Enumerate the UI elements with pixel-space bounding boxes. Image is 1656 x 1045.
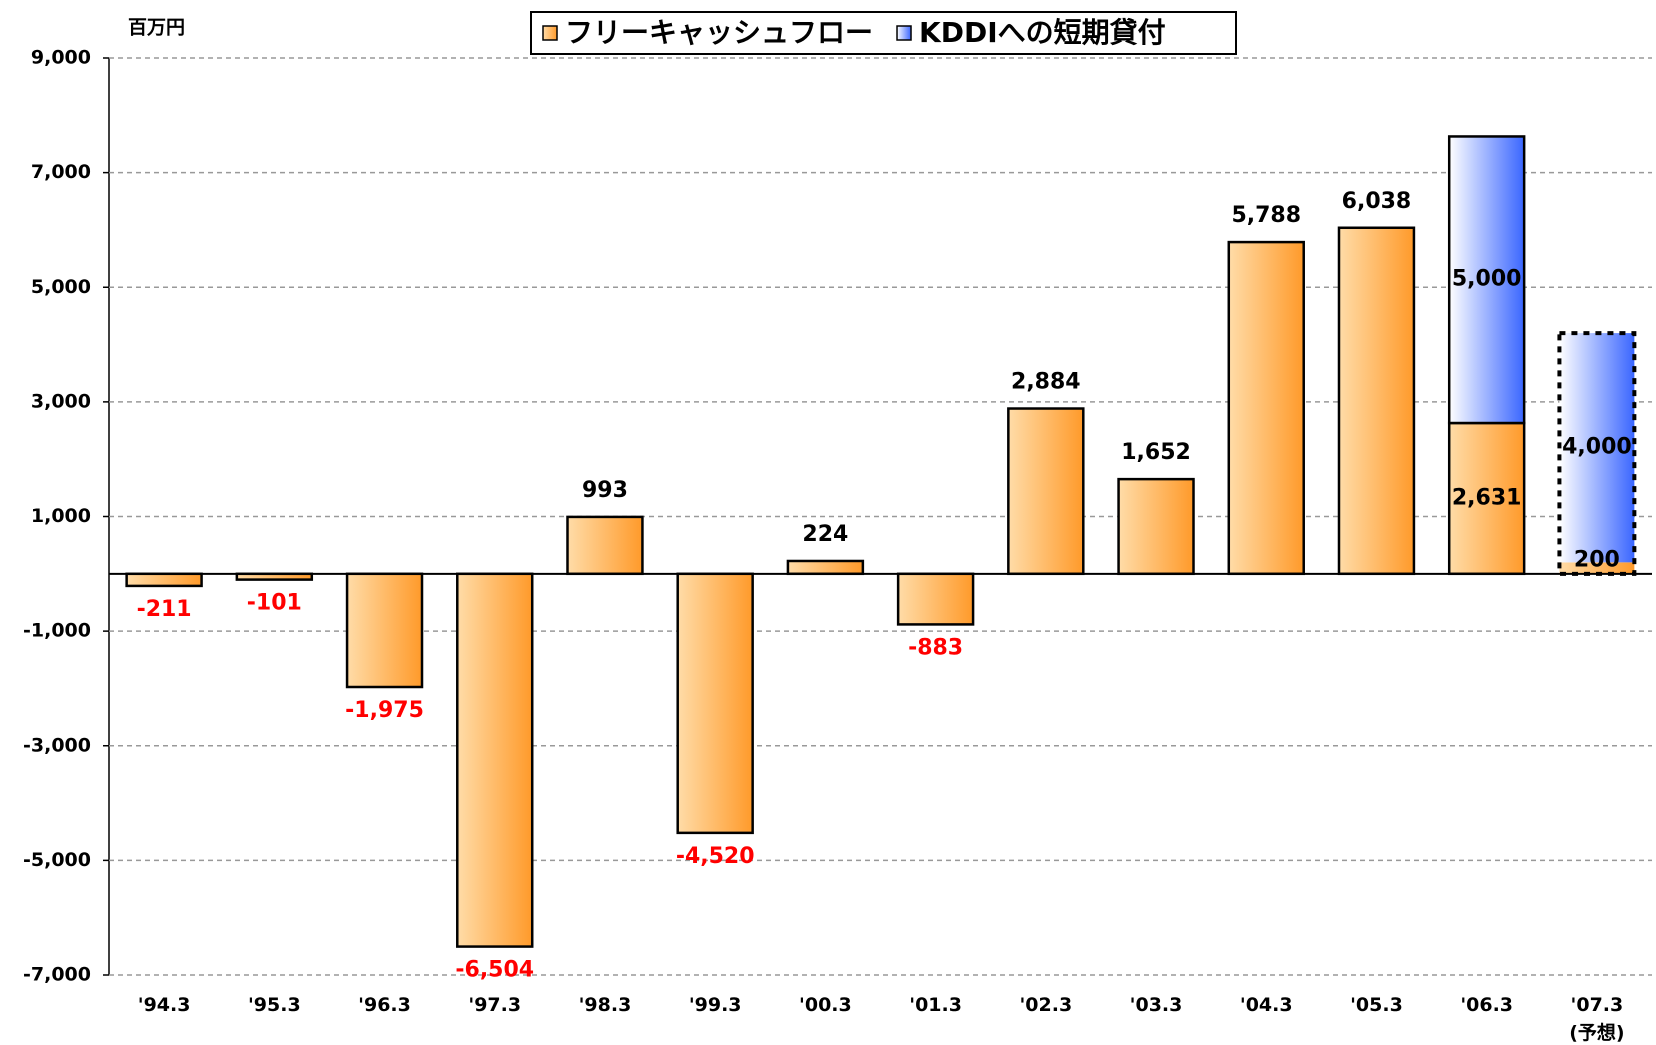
x-tick-line: '00.3: [799, 994, 852, 1016]
x-tick-line: '94.3: [138, 994, 191, 1016]
value-label: -4,520: [676, 844, 755, 869]
x-tick-line: '04.3: [1240, 994, 1293, 1016]
bar: [125, 572, 203, 588]
bar: [676, 572, 754, 835]
bar: [1117, 477, 1195, 576]
x-tick-label: '99.3: [689, 994, 742, 1016]
value-label: 6,038: [1342, 189, 1412, 214]
bar: [1447, 421, 1526, 576]
bar: [1559, 562, 1635, 574]
y-tick-label: 5,000: [31, 276, 91, 298]
x-tick-label: '01.3: [909, 994, 962, 1016]
x-tick-line: '97.3: [468, 994, 521, 1016]
legend-box: [530, 11, 1237, 55]
value-label: -101: [247, 591, 302, 616]
bar: [456, 572, 534, 948]
bar: [896, 572, 975, 626]
x-tick-line: '03.3: [1130, 994, 1183, 1016]
y-tick-label: 3,000: [31, 390, 91, 412]
value-label: -1,975: [345, 698, 424, 723]
y-tick-label: -1,000: [23, 620, 91, 642]
value-label: -6,504: [455, 958, 534, 983]
bar: [1007, 407, 1085, 576]
y-tick-label: -3,000: [23, 734, 91, 756]
bar: [566, 515, 644, 576]
x-tick-label: '02.3: [1019, 994, 1072, 1016]
legend-swatch: [896, 25, 912, 41]
x-tick-line: '96.3: [358, 994, 411, 1016]
x-tick-label: '07.3 (予想): [1569, 994, 1624, 1044]
value-label: 5,788: [1231, 203, 1301, 228]
value-label: 993: [582, 478, 628, 503]
x-tick-line: '05.3: [1350, 994, 1403, 1016]
value-label: 2,631: [1452, 485, 1522, 510]
value-label: 2,884: [1011, 370, 1081, 395]
value-label: -211: [137, 597, 192, 622]
x-tick-line: '02.3: [1019, 994, 1072, 1016]
x-tick-line: (予想): [1569, 1021, 1624, 1044]
unit-label: 百万円: [128, 17, 185, 39]
legend-label: フリーキャッシュフロー: [565, 16, 873, 49]
x-tick-label: '97.3: [468, 994, 521, 1016]
x-tick-label: '94.3: [138, 994, 191, 1016]
bar: [786, 559, 865, 576]
y-tick-label: 1,000: [31, 505, 91, 527]
value-label: 5,000: [1452, 267, 1522, 292]
y-tick-label: -5,000: [23, 849, 91, 871]
value-label: 1,652: [1121, 440, 1191, 465]
x-tick-label: '06.3: [1460, 994, 1513, 1016]
x-tick-line: '07.3: [1571, 994, 1624, 1016]
value-label: 200: [1574, 547, 1620, 572]
bar: [345, 572, 424, 689]
y-tick-label: 7,000: [31, 161, 91, 183]
x-tick-line: '06.3: [1460, 994, 1513, 1016]
x-tick-label: '00.3: [799, 994, 852, 1016]
bar: [1447, 135, 1526, 425]
bar: [1337, 226, 1416, 576]
value-label: -883: [908, 635, 963, 660]
x-tick-line: '99.3: [689, 994, 742, 1016]
value-label: 224: [802, 522, 848, 547]
x-tick-label: '04.3: [1240, 994, 1293, 1016]
x-tick-label: '96.3: [358, 994, 411, 1016]
x-tick-line: '01.3: [909, 994, 962, 1016]
legend-label: KDDIへの短期貸付: [919, 16, 1166, 49]
legend-swatch: [542, 25, 558, 41]
value-label: 4,000: [1562, 435, 1632, 460]
bar: [1559, 333, 1635, 563]
x-tick-label: '03.3: [1130, 994, 1183, 1016]
x-tick-label: '05.3: [1350, 994, 1403, 1016]
bar: [1227, 240, 1305, 576]
x-tick-label: '98.3: [579, 994, 632, 1016]
x-tick-label: '95.3: [248, 994, 301, 1016]
x-tick-line: '98.3: [579, 994, 632, 1016]
x-tick-line: '95.3: [248, 994, 301, 1016]
y-tick-label: -7,000: [23, 964, 91, 986]
y-tick-label: 9,000: [31, 47, 91, 69]
